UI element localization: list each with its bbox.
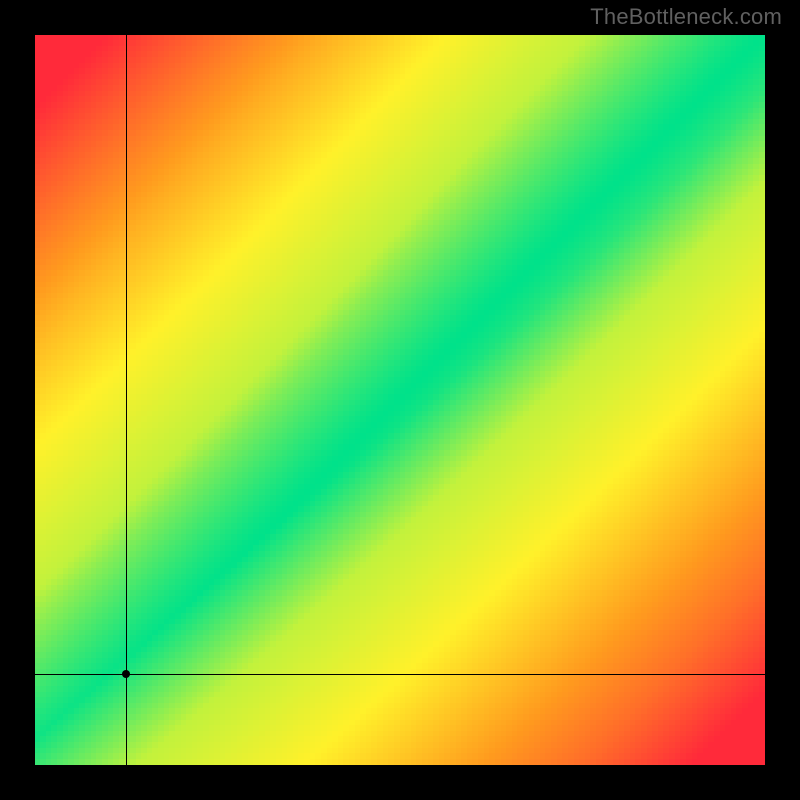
plot-area: [35, 35, 765, 765]
watermark-text: TheBottleneck.com: [590, 4, 782, 30]
frame: TheBottleneck.com: [0, 0, 800, 800]
bottleneck-heatmap: [35, 35, 765, 765]
